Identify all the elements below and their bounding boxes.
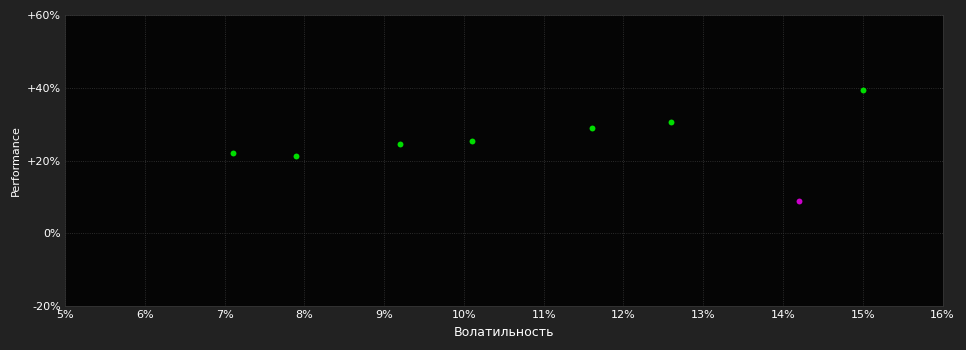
Point: [664, 120, 679, 125]
Point: [791, 198, 807, 203]
Point: [464, 138, 479, 144]
Point: [289, 153, 304, 159]
X-axis label: Волатильность: Волатильность: [453, 326, 554, 339]
Y-axis label: Performance: Performance: [12, 125, 21, 196]
Point: [392, 141, 408, 147]
Point: [225, 150, 241, 155]
Point: [583, 125, 599, 131]
Point: [855, 87, 870, 92]
